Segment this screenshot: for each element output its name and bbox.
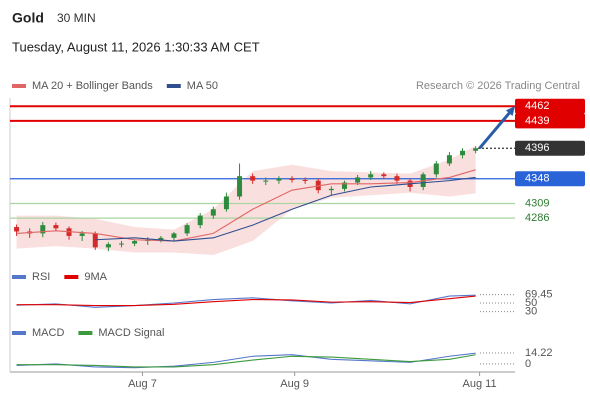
indicator-line [16, 294, 476, 308]
candle-body [460, 150, 466, 156]
legend-swatch [78, 331, 93, 335]
candle-body [237, 176, 243, 197]
interval: 30 MIN [57, 11, 96, 25]
y-tick-label: 0 [525, 358, 531, 370]
candle-body [250, 176, 256, 181]
timestamp: Tuesday, August 11, 2026 1:30:33 AM CET [12, 39, 260, 54]
y-tick-label: 50 [525, 297, 537, 309]
candle-body [289, 178, 295, 180]
level-box [515, 113, 585, 129]
level-label: 4439 [525, 115, 549, 127]
candle-body [158, 237, 164, 240]
candle-body [276, 178, 282, 181]
indicator-line [95, 176, 476, 242]
indicator-line [16, 352, 476, 369]
candle-body [223, 196, 229, 210]
candle-body [132, 241, 138, 244]
candle-body [105, 244, 111, 248]
level-label: 4286 [525, 212, 549, 224]
legend-label: MA 20 + Bollinger Bands [32, 80, 153, 92]
y-tick-label: 69.45 [525, 288, 553, 300]
candle-body [473, 148, 479, 151]
x-tick-label: Aug 11 [463, 378, 497, 390]
candle-body [328, 188, 334, 191]
legend-label: MACD [32, 327, 64, 339]
candle-body [446, 155, 452, 164]
candle-body [79, 233, 85, 236]
legend-label: RSI [32, 271, 50, 283]
legend-swatch [12, 84, 26, 88]
candle-body [263, 180, 269, 182]
legend-label: 9MA [84, 271, 107, 283]
legend-label: MA 50 [187, 80, 218, 92]
candle-body [302, 180, 308, 181]
bollinger-band [16, 145, 476, 256]
legend-swatch [12, 275, 26, 279]
candle-body [184, 225, 190, 234]
y-tick-label: 30 [525, 306, 537, 318]
level-box [515, 140, 585, 156]
level-label: 4348 [525, 173, 549, 185]
legend-swatch [64, 275, 79, 279]
candle-body [341, 182, 347, 189]
level-box [515, 171, 585, 187]
x-tick-label: Aug 7 [128, 378, 157, 390]
candle-body [433, 163, 439, 175]
level-box [515, 98, 585, 114]
candle-body [53, 225, 59, 229]
candle-body [394, 176, 400, 181]
indicator-line [16, 354, 476, 368]
candle-body [197, 215, 203, 226]
forecast-arrow [478, 109, 513, 150]
credit: Research © 2026 Trading Central [416, 80, 580, 92]
indicator-line [16, 295, 476, 307]
forecast-arrow-head [505, 106, 515, 116]
legend-swatch [12, 331, 26, 335]
candle-body [40, 225, 46, 234]
candle-body [92, 233, 98, 248]
y-tick-label: 14.22 [525, 347, 553, 359]
legend-swatch [166, 84, 181, 88]
candle-body [381, 174, 387, 177]
x-tick-label: Aug 9 [280, 378, 309, 390]
candle-body [14, 227, 20, 232]
candle-body [355, 177, 361, 183]
level-label: 4462 [525, 100, 549, 112]
candle-body [171, 233, 177, 238]
instrument-title: Gold [12, 10, 44, 26]
legend-label: MACD Signal [98, 327, 164, 339]
candle-body [118, 243, 124, 245]
candle-body [210, 209, 216, 216]
level-label: 4396 [525, 142, 549, 154]
indicator-line [16, 169, 476, 242]
level-label: 4309 [525, 197, 549, 209]
candle-body [368, 174, 374, 178]
